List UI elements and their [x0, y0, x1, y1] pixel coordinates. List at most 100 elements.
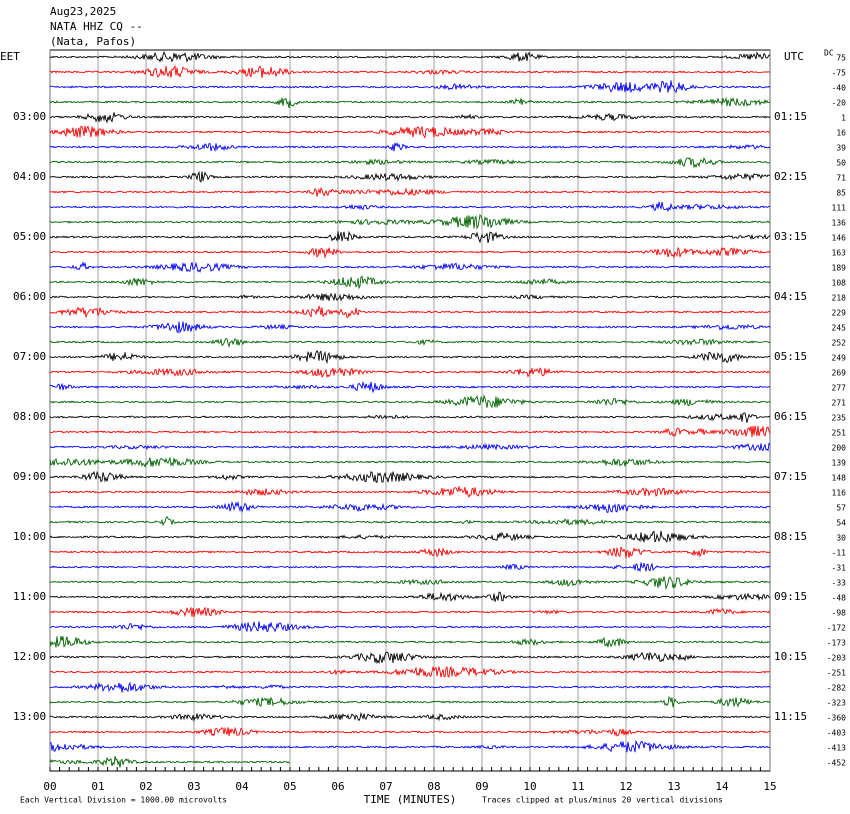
dc-offset: -33 [832, 579, 847, 588]
trace [49, 651, 771, 665]
dc-offset: 189 [832, 264, 847, 273]
dc-offset: 71 [836, 174, 846, 183]
dc-offset: 235 [832, 414, 847, 423]
left-time-label: 13:00 [13, 710, 46, 723]
dc-offset: 200 [832, 444, 847, 453]
x-tick-label: 14 [715, 780, 729, 793]
trace [49, 261, 771, 273]
trace [49, 187, 771, 197]
right-time-label: 01:15 [774, 110, 807, 123]
right-timezone: UTC [784, 50, 804, 63]
trace [49, 380, 771, 394]
dc-offset: -98 [832, 609, 847, 618]
trace [49, 201, 771, 213]
left-time-label: 04:00 [13, 170, 46, 183]
trace [49, 213, 771, 230]
trace [49, 337, 771, 349]
trace [49, 230, 771, 244]
dc-offset: 277 [832, 384, 847, 393]
dc-offset: 136 [832, 219, 847, 228]
trace [49, 681, 771, 693]
left-time-label: 12:00 [13, 650, 46, 663]
plot-frame [49, 49, 771, 772]
right-time-label: 11:15 [774, 710, 807, 723]
trace [49, 457, 771, 468]
dc-offset: 163 [832, 249, 847, 258]
x-tick-label: 00 [43, 780, 56, 793]
x-tick-label: 11 [571, 780, 584, 793]
trace [49, 711, 770, 722]
dc-offset: 111 [832, 204, 847, 213]
right-time-label: 05:15 [774, 350, 807, 363]
trace [49, 80, 771, 94]
dc-offset: -172 [827, 624, 846, 633]
dc-offset: 116 [832, 489, 847, 498]
dc-offset: -48 [832, 594, 847, 603]
dc-offset: 75 [836, 54, 846, 63]
trace [49, 142, 771, 153]
dc-offset: 57 [836, 504, 846, 513]
dc-offset: 252 [832, 339, 847, 348]
left-timezone: EET [0, 50, 20, 63]
dc-offset: 85 [836, 189, 846, 198]
trace [49, 726, 771, 737]
trace [49, 546, 771, 559]
x-tick-label: 09 [475, 780, 488, 793]
trace [49, 530, 771, 543]
dc-offset: -20 [832, 99, 847, 108]
trace [49, 516, 771, 527]
trace [49, 246, 771, 259]
dc-offset: 218 [832, 294, 847, 303]
trace [49, 621, 771, 633]
x-tick-label: 01 [91, 780, 104, 793]
trace [49, 394, 771, 409]
x-tick-label: 13 [667, 780, 680, 793]
left-time-label: 06:00 [13, 290, 46, 303]
x-tick-label: 15 [763, 780, 776, 793]
trace [49, 756, 291, 768]
trace [49, 442, 771, 452]
dc-offset: -203 [827, 654, 846, 663]
left-time-label: 03:00 [13, 110, 46, 123]
left-time-label: 05:00 [13, 230, 46, 243]
dc-offset: -360 [827, 714, 846, 723]
right-time-label: 06:15 [774, 410, 807, 423]
dc-offset: 16 [836, 129, 846, 138]
trace [49, 425, 771, 438]
dc-offset: 54 [836, 519, 846, 528]
trace [49, 562, 771, 573]
right-time-label: 04:15 [774, 290, 807, 303]
x-axis-label: TIME (MINUTES) [364, 793, 457, 806]
dc-offset: 249 [832, 354, 847, 363]
right-time-label: 03:15 [774, 230, 807, 243]
x-tick-label: 04 [235, 780, 249, 793]
x-tick-label: 03 [187, 780, 200, 793]
scale-note: Each Vertical Division = 1000.00 microvo… [20, 796, 227, 805]
dc-offset: -323 [827, 699, 846, 708]
left-time-label: 10:00 [13, 530, 46, 543]
dc-offset: -173 [827, 639, 846, 648]
dc-offset: 39 [836, 144, 846, 153]
trace [49, 321, 771, 334]
x-tick-label: 02 [139, 780, 152, 793]
clip-note: Traces clipped at plus/minus 20 vertical… [482, 796, 723, 805]
dc-label: DC [824, 49, 834, 58]
trace [49, 125, 771, 139]
dc-offset: -40 [832, 84, 847, 93]
trace [49, 305, 771, 319]
right-time-label: 02:15 [774, 170, 807, 183]
x-tick-label: 07 [379, 780, 392, 793]
trace [49, 156, 771, 169]
dc-offset: 229 [832, 309, 847, 318]
trace [49, 96, 771, 108]
station: NATA HHZ CQ -- [50, 20, 143, 33]
trace [49, 500, 771, 513]
x-tick-label: 12 [619, 780, 632, 793]
trace [49, 635, 771, 648]
trace [50, 112, 771, 124]
trace [49, 412, 771, 423]
dc-offset: -282 [827, 684, 846, 693]
dc-offset: 148 [832, 474, 847, 483]
right-time-label: 07:15 [774, 470, 807, 483]
trace [49, 470, 771, 484]
